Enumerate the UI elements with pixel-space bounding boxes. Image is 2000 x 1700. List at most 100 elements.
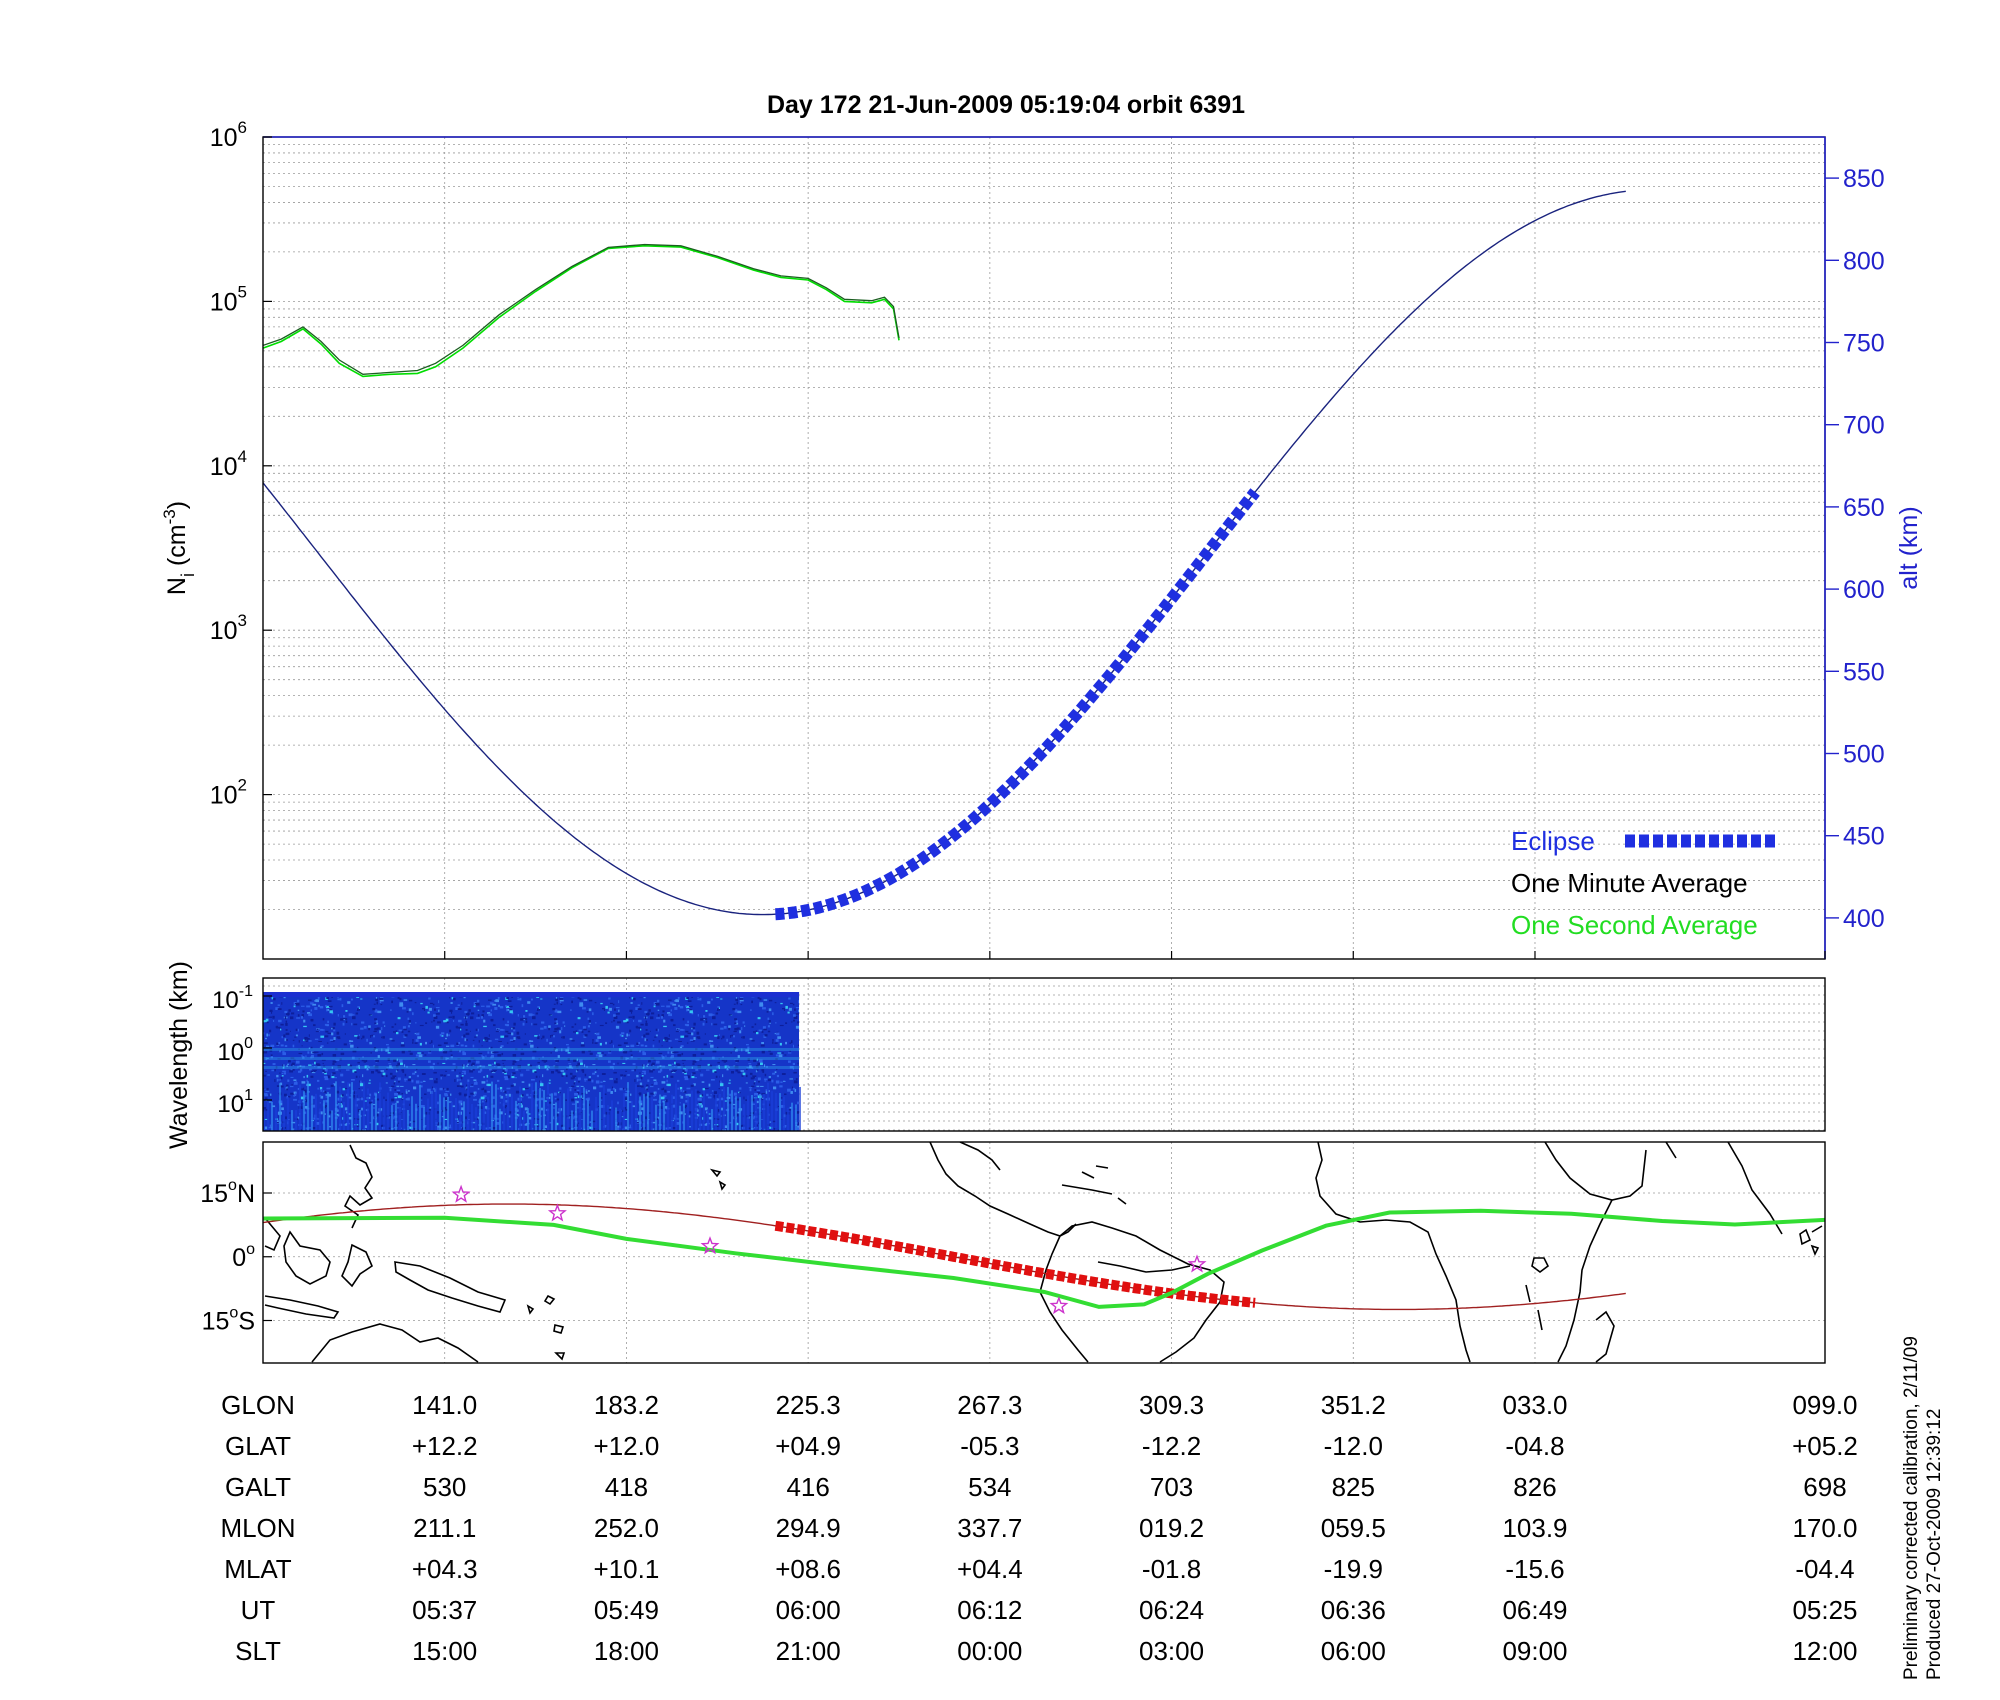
spectrogram-column	[279, 1083, 281, 1131]
table-cell: 416	[786, 1472, 829, 1502]
spectrogram-column	[307, 1081, 309, 1131]
table-row-label: GALT	[225, 1472, 291, 1502]
sumatra-tip-outline	[1811, 1225, 1823, 1233]
table-cell: -12.0	[1324, 1431, 1383, 1461]
altitude-axis-ticks: 400 450 500 550 600 650 700 750 800 850	[1825, 165, 1885, 933]
spectrogram-column	[311, 1095, 313, 1131]
table-cell: -19.9	[1324, 1554, 1383, 1584]
spectrogram-column	[767, 1082, 769, 1131]
continent-outlines	[264, 1142, 1823, 1363]
table-row-label: MLON	[220, 1513, 295, 1543]
borneo-outline	[283, 1230, 331, 1285]
table-cell: 703	[1150, 1472, 1193, 1502]
table-cell: 18:00	[594, 1636, 659, 1666]
spectrogram-column	[515, 1100, 517, 1131]
star-marker	[451, 1184, 471, 1203]
amazon-river	[1097, 1261, 1191, 1273]
spectrogram-column	[379, 1082, 381, 1131]
table-cell: 05:49	[594, 1595, 659, 1625]
spectrogram-column	[335, 1081, 337, 1131]
spectrogram-column	[743, 1104, 745, 1131]
altitude-axis-label: alt (km)	[1895, 506, 1923, 589]
spectrogram-column	[727, 1087, 729, 1131]
table-cell: 06:49	[1502, 1595, 1567, 1625]
spectrogram-column	[271, 1101, 273, 1131]
table-cell: 211.1	[413, 1513, 476, 1543]
spectrogram-column	[495, 1084, 497, 1131]
altitude-tick-label: 400	[1843, 905, 1885, 933]
spectrogram-panel: 10-1 100 101 Wavelength (km)	[165, 961, 1826, 1149]
madagascar-outline	[1595, 1310, 1615, 1363]
spectrogram-column	[795, 1104, 797, 1131]
sumatra-outline	[264, 1217, 281, 1252]
spectrogram-column	[703, 1090, 705, 1131]
spectrogram-band	[263, 1057, 800, 1060]
spectrogram-column	[267, 1099, 269, 1131]
table-cell: 351.2	[1321, 1390, 1386, 1420]
spectrogram-band	[263, 1066, 800, 1069]
one-second-average-line	[263, 244, 900, 378]
spectrogram-column	[463, 1101, 465, 1131]
spectrogram-band	[263, 1048, 800, 1051]
density-axis-label-close: )	[163, 501, 191, 509]
table-cell: 05:25	[1792, 1595, 1857, 1625]
spectrogram-column	[319, 1108, 321, 1131]
table-cell: +12.0	[594, 1431, 660, 1461]
table-cell: 698	[1803, 1472, 1846, 1502]
spectrogram-column	[287, 1097, 289, 1131]
altitude-tick-label: 550	[1843, 658, 1885, 686]
table-cell: 534	[968, 1472, 1011, 1502]
spectrogram-column	[563, 1093, 565, 1131]
magnetic-equator-line	[263, 1208, 1825, 1309]
spectrogram-column	[323, 1100, 325, 1131]
chart-title: Day 172 21-Jun-2009 05:19:04 orbit 6391	[767, 91, 1245, 119]
table-cell: 06:24	[1139, 1595, 1204, 1625]
density-axis-label-unit: (cm	[163, 524, 191, 573]
spectrogram-column	[751, 1095, 753, 1131]
east-africa-outline	[1557, 1199, 1613, 1363]
spectrogram-column	[479, 1098, 481, 1131]
spectrogram-column	[375, 1093, 377, 1131]
table-cell: +04.4	[957, 1554, 1023, 1584]
spectrogram-column	[539, 1087, 541, 1131]
spectrogram-column	[547, 1082, 549, 1131]
spectrogram-column	[483, 1100, 485, 1131]
spectrogram-tick-label: 10-1	[212, 983, 253, 1014]
legend-one-minute: One Minute Average	[1511, 868, 1748, 898]
spectrogram-column	[739, 1097, 741, 1131]
altitude-tick-label: 650	[1843, 494, 1885, 522]
table-cell: 00:00	[957, 1636, 1022, 1666]
table-cell: 03:00	[1139, 1636, 1204, 1666]
table-cell: -12.2	[1142, 1431, 1201, 1461]
spectrogram-column	[679, 1105, 681, 1131]
spectrogram-column	[411, 1096, 413, 1131]
ground-track-eclipse	[774, 1220, 1256, 1308]
spectrogram-column	[475, 1107, 477, 1131]
spectrogram-column	[419, 1084, 421, 1131]
legend-one-second: One Second Average	[1511, 910, 1758, 940]
spectrogram-column	[607, 1105, 609, 1131]
spectrogram-column	[599, 1092, 601, 1131]
spectrogram-column	[571, 1110, 573, 1131]
spectrogram-column	[551, 1093, 553, 1131]
spectrogram-axis-label: Wavelength (km)	[165, 961, 193, 1149]
ephemeris-table: GLON 141.0 183.2 225.3 267.3 309.3 351.2 033.0 0…	[220, 1390, 1857, 1666]
one-minute-average-line	[263, 243, 900, 375]
spectrogram-column	[631, 1100, 633, 1131]
spectrogram-column	[763, 1094, 765, 1131]
spectrogram-column	[387, 1092, 389, 1131]
spectrogram-column	[327, 1092, 329, 1131]
spectrogram-column	[511, 1094, 513, 1131]
table-cell: 06:00	[1321, 1636, 1386, 1666]
spectrogram-column	[595, 1096, 597, 1131]
spectrogram-column	[435, 1087, 437, 1131]
map-tick-label: 15oN	[200, 1177, 255, 1208]
spectrogram-column	[427, 1098, 429, 1131]
philippines-outline	[343, 1144, 374, 1229]
spectrogram-column	[687, 1095, 689, 1131]
horn-of-africa-outline	[1544, 1142, 1647, 1201]
spectrogram-column	[619, 1108, 621, 1131]
spectrogram-column	[747, 1095, 749, 1131]
star-marker	[1187, 1254, 1207, 1273]
